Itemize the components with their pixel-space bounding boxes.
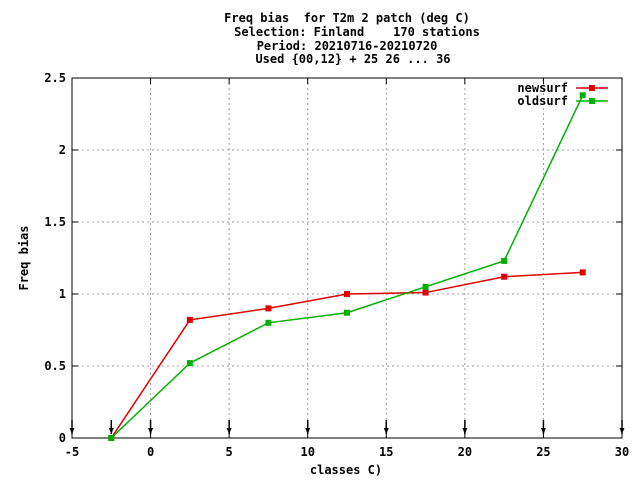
chart-title: Freq bias for T2m 2 patch (deg C) Select…	[224, 11, 480, 66]
point-newsurf-6	[579, 269, 586, 276]
legend-entry-oldsurf: oldsurf	[517, 94, 608, 108]
point-oldsurf-4	[422, 283, 429, 290]
title-line-1: Freq bias for T2m 2 patch (deg C)	[224, 11, 470, 25]
x-tick-labels: -5 0 5 10 15 20 25 30	[65, 445, 629, 459]
grid	[72, 78, 622, 438]
y-tick-labels: 0 0.5 1 1.5 2 2.5	[44, 71, 66, 445]
legend-entry-newsurf: newsurf	[517, 81, 608, 95]
legend-label-oldsurf: oldsurf	[517, 94, 568, 108]
x-axis-label: classes C)	[310, 463, 382, 477]
arrow-markers	[69, 420, 625, 434]
y-tick-label-2: 1	[59, 287, 66, 301]
point-oldsurf-1	[186, 360, 193, 367]
point-newsurf-4	[422, 289, 429, 296]
arrow-marker-0	[69, 420, 75, 434]
x-tick-label-0: -5	[65, 445, 79, 459]
point-oldsurf-3	[344, 309, 350, 316]
arrow-marker-4	[305, 420, 311, 434]
arrow-marker-1	[108, 420, 114, 434]
y-tick-label-0: 0	[59, 431, 66, 445]
arrow-marker-3	[226, 420, 232, 434]
y-tick-label-3: 1.5	[44, 215, 66, 229]
y-tick-label-1: 0.5	[44, 359, 66, 373]
arrow-marker-5	[383, 420, 389, 434]
title-line-2: Selection: Finland 170 stations	[234, 25, 480, 39]
point-oldsurf-2	[265, 319, 272, 326]
series-newsurf	[108, 269, 586, 441]
point-newsurf-2	[265, 305, 272, 312]
point-oldsurf-5	[501, 257, 508, 264]
axis-ticks	[71, 77, 623, 439]
arrow-marker-2	[148, 420, 154, 434]
arrow-marker-7	[540, 420, 546, 434]
x-tick-label-4: 15	[379, 445, 393, 459]
y-axis-label: Freq bias	[17, 225, 31, 290]
point-oldsurf-6	[579, 92, 586, 99]
arrow-marker-8	[619, 420, 625, 434]
x-tick-label-3: 10	[300, 445, 314, 459]
title-line-4: Used {00,12} + 25 26 ... 36	[255, 52, 450, 66]
legend-marker-newsurf	[589, 85, 595, 91]
legend-marker-oldsurf	[589, 98, 595, 104]
x-tick-label-5: 20	[458, 445, 472, 459]
series-line-oldsurf	[110, 94, 584, 439]
plot-frame	[71, 77, 623, 439]
point-newsurf-3	[344, 291, 350, 297]
series-oldsurf	[108, 92, 586, 441]
series-line-newsurf	[110, 271, 583, 439]
x-tick-label-7: 30	[615, 445, 629, 459]
x-tick-label-1: 0	[147, 445, 154, 459]
title-line-3: Period: 20210716-20210720	[257, 39, 438, 53]
legend-label-newsurf: newsurf	[517, 81, 568, 95]
x-tick-label-6: 25	[536, 445, 550, 459]
y-tick-label-5: 2.5	[44, 71, 66, 85]
point-newsurf-1	[186, 316, 193, 323]
x-tick-label-2: 5	[226, 445, 233, 459]
y-tick-label-4: 2	[59, 143, 66, 157]
point-newsurf-5	[501, 273, 508, 280]
point-oldsurf-0	[108, 435, 115, 441]
arrow-marker-6	[462, 420, 468, 434]
series	[108, 92, 586, 441]
